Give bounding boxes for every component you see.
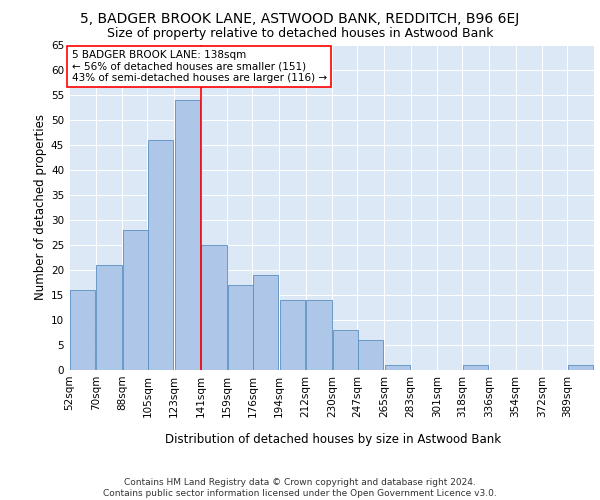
Bar (307, 300, 331, 370)
Text: 5 BADGER BROOK LANE: 138sqm
← 56% of detached houses are smaller (151)
43% of se: 5 BADGER BROOK LANE: 138sqm ← 56% of det… (71, 50, 327, 83)
Bar (333, 330, 358, 370)
Bar (253, 275, 278, 370)
Y-axis label: Number of detached properties: Number of detached properties (34, 114, 47, 300)
Bar (175, 100, 200, 370)
Bar (228, 285, 253, 370)
Bar (148, 140, 173, 370)
Bar (568, 365, 593, 370)
Bar (202, 245, 227, 370)
Text: Distribution of detached houses by size in Astwood Bank: Distribution of detached houses by size … (165, 432, 501, 446)
Text: Size of property relative to detached houses in Astwood Bank: Size of property relative to detached ho… (107, 28, 493, 40)
Bar (123, 230, 148, 370)
Bar (70, 290, 95, 370)
Bar (463, 365, 488, 370)
Text: Contains HM Land Registry data © Crown copyright and database right 2024.
Contai: Contains HM Land Registry data © Crown c… (103, 478, 497, 498)
Bar (358, 340, 383, 370)
Bar (280, 300, 305, 370)
Text: 5, BADGER BROOK LANE, ASTWOOD BANK, REDDITCH, B96 6EJ: 5, BADGER BROOK LANE, ASTWOOD BANK, REDD… (80, 12, 520, 26)
Bar (385, 365, 410, 370)
Bar (97, 265, 121, 370)
